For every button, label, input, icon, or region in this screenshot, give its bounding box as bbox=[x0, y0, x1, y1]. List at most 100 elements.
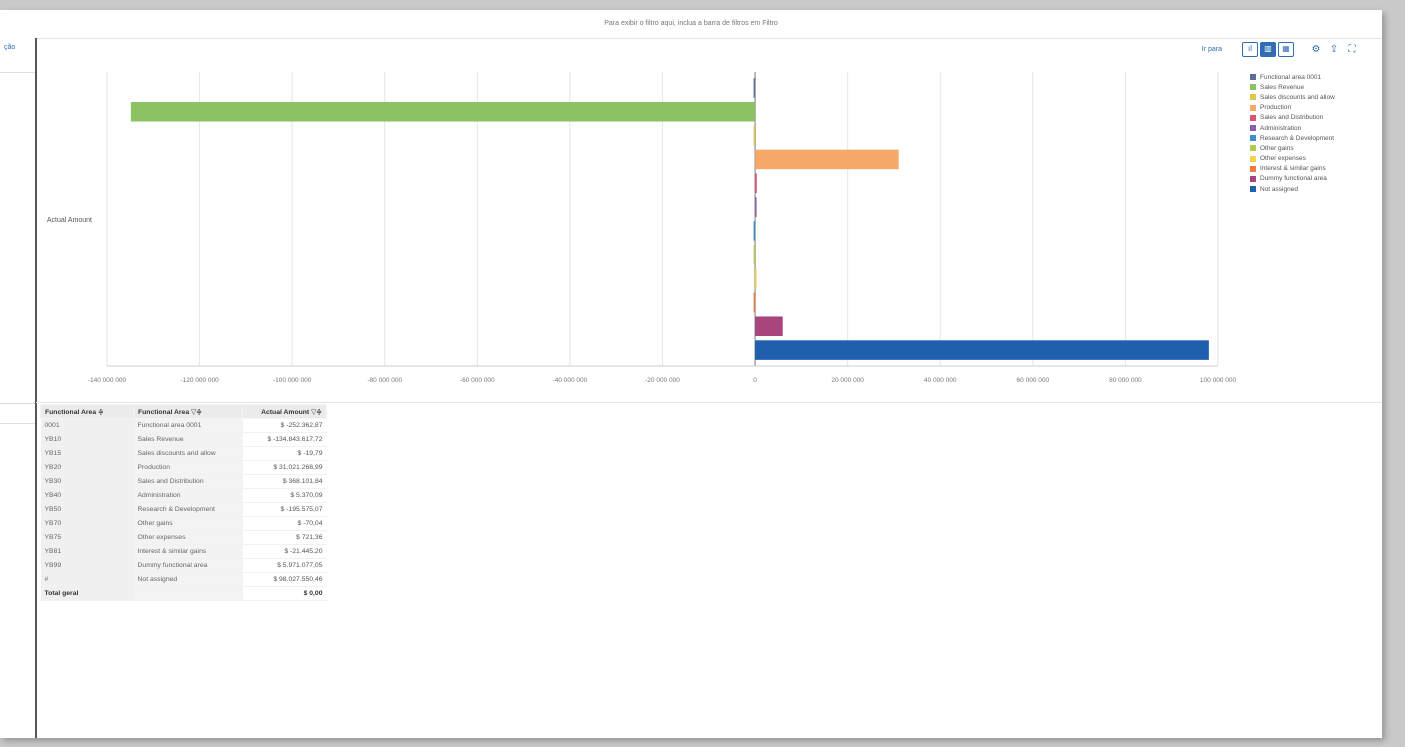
legend-label: Production bbox=[1260, 104, 1292, 112]
legend-swatch bbox=[1250, 84, 1256, 91]
table-row[interactable]: YB20 Production $ 31.021.268,99 bbox=[40, 460, 327, 475]
table-row[interactable]: YB50 Research & Development $ -195.575,07 bbox=[40, 502, 327, 517]
bar-functional-area-0001 bbox=[753, 78, 756, 98]
legend-item[interactable]: Functional area 0001 bbox=[1250, 72, 1380, 82]
cell-code: YB30 bbox=[40, 474, 134, 489]
table-row[interactable]: YB70 Other gains $ -70,04 bbox=[40, 516, 327, 531]
cell-amount: $ -195.575,07 bbox=[242, 502, 327, 517]
total-empty-cell bbox=[133, 586, 243, 601]
chart-view-icon[interactable]: ıl bbox=[1242, 41, 1258, 57]
legend-swatch bbox=[1250, 74, 1256, 81]
bar-other-gains bbox=[753, 244, 756, 265]
cell-description: Sales Revenue bbox=[133, 432, 243, 447]
cell-description: Sales discounts and allow bbox=[133, 446, 243, 461]
cell-description: Administration bbox=[133, 488, 243, 503]
table-row[interactable]: YB30 Sales and Distribution $ 368.101,84 bbox=[40, 474, 327, 489]
cell-amount: $ 5.971.077,05 bbox=[242, 558, 327, 573]
bar-not-assigned bbox=[755, 340, 1209, 360]
header-functional-area-code[interactable]: Functional Area ≑ bbox=[40, 404, 134, 419]
legend-label: Dummy functional area bbox=[1260, 175, 1327, 183]
legend-swatch bbox=[1250, 104, 1256, 111]
data-table: Functional Area ≑ Functional Area ▽≑ Act… bbox=[40, 404, 327, 601]
bar-administration bbox=[755, 197, 757, 217]
cell-code: YB15 bbox=[40, 446, 134, 461]
table-view-icon[interactable]: ▦ bbox=[1278, 41, 1294, 57]
filter-bar-hint: Para exibir o filtro aqui, inclua a barr… bbox=[0, 10, 1382, 39]
cell-amount: $ 31.021.268,99 bbox=[242, 460, 327, 475]
x-tick-label: 0 bbox=[753, 377, 757, 384]
table-row[interactable]: YB81 Interest & similar gains $ -21.445,20 bbox=[40, 544, 327, 559]
x-tick-label: 20 000 000 bbox=[831, 377, 864, 384]
report-frame: Para exibir o filtro aqui, inclua a barr… bbox=[0, 10, 1382, 738]
left-navigation-panel: ção bbox=[0, 38, 37, 738]
cell-code: YB99 bbox=[40, 558, 134, 573]
legend-label: Sales and Distribution bbox=[1260, 114, 1324, 122]
cell-description: Other expenses bbox=[133, 530, 243, 545]
x-tick-label: 100 000 000 bbox=[1200, 377, 1237, 384]
left-panel-tab[interactable]: ção bbox=[4, 44, 16, 51]
bar-production bbox=[755, 149, 899, 170]
goto-link[interactable]: Ir para bbox=[1201, 45, 1222, 53]
legend-label: Sales discounts and allow bbox=[1260, 93, 1335, 101]
x-tick-label: -40 000 000 bbox=[553, 377, 588, 384]
x-tick-label: -80 000 000 bbox=[367, 377, 402, 384]
cell-description: Sales and Distribution bbox=[133, 474, 243, 489]
table-row[interactable]: YB10 Sales Revenue $ -134.843.617,72 bbox=[40, 432, 327, 447]
header-actual-amount[interactable]: Actual Amount ▽≑ bbox=[242, 404, 327, 419]
legend-item[interactable]: Other gains bbox=[1250, 143, 1380, 153]
cell-description: Other gains bbox=[133, 516, 243, 531]
legend-item[interactable]: Production bbox=[1250, 103, 1380, 113]
table-row[interactable]: YB15 Sales discounts and allow $ -19,79 bbox=[40, 446, 327, 461]
bar-sales-revenue bbox=[130, 101, 756, 122]
cell-code: YB40 bbox=[40, 488, 134, 503]
legend-item[interactable]: Interest & similar gains bbox=[1250, 164, 1380, 174]
legend-item[interactable]: Dummy functional area bbox=[1250, 174, 1380, 184]
bar-chart: -140 000 000 -120 000 000 -100 000 000 -80 … bbox=[47, 72, 1237, 384]
legend-label: Functional area 0001 bbox=[1260, 73, 1322, 81]
legend-item[interactable]: Sales and Distribution bbox=[1250, 113, 1380, 123]
cell-description: Production bbox=[133, 460, 243, 475]
legend-item[interactable]: Other expenses bbox=[1250, 154, 1380, 164]
x-tick-label: 80 000 000 bbox=[1109, 377, 1142, 384]
table-row[interactable]: YB75 Other expenses $ 721,36 bbox=[40, 530, 327, 545]
chart-table-view-icon[interactable]: ▥ bbox=[1260, 41, 1276, 57]
cell-description: Not assigned bbox=[133, 572, 243, 587]
table-row[interactable]: 0001 Functional area 0001 $ -252.362,87 bbox=[40, 418, 327, 433]
legend-swatch bbox=[1250, 186, 1256, 193]
cell-amount: $ 368.101,84 bbox=[242, 474, 327, 489]
bar-dummy-functional-area bbox=[755, 316, 783, 337]
table-row[interactable]: YB40 Administration $ 5.370,09 bbox=[40, 488, 327, 503]
legend-label: Not assigned bbox=[1260, 185, 1298, 193]
legend-swatch bbox=[1250, 155, 1256, 162]
legend-item[interactable]: Research & Development bbox=[1250, 133, 1380, 143]
header-functional-area-desc[interactable]: Functional Area ▽≑ bbox=[133, 404, 243, 419]
table-row[interactable]: # Not assigned $ 98.027.550,46 bbox=[40, 572, 327, 587]
legend-item[interactable]: Not assigned bbox=[1250, 184, 1380, 194]
view-mode-group: ıl ▥ ▦ bbox=[1242, 41, 1294, 57]
legend-label: Other gains bbox=[1260, 144, 1294, 152]
cell-code: YB20 bbox=[40, 460, 134, 475]
settings-icon[interactable]: ⚙ bbox=[1311, 43, 1321, 55]
cell-amount: $ -252.362,87 bbox=[242, 418, 327, 433]
table-row[interactable]: YB99 Dummy functional area $ 5.971.077,05 bbox=[40, 558, 327, 573]
cell-code: YB81 bbox=[40, 544, 134, 559]
x-tick-label: -140 000 000 bbox=[88, 377, 127, 384]
cell-code: YB50 bbox=[40, 502, 134, 517]
legend-item[interactable]: Sales Revenue bbox=[1250, 82, 1380, 92]
bar-interest-similar-gains bbox=[753, 292, 756, 313]
cell-description: Interest & similar gains bbox=[133, 544, 243, 559]
cell-description: Research & Development bbox=[133, 502, 243, 517]
legend-swatch bbox=[1250, 135, 1256, 142]
export-icon[interactable]: ⇪ bbox=[1329, 43, 1339, 55]
legend-item[interactable]: Sales discounts and allow bbox=[1250, 92, 1380, 102]
legend-swatch bbox=[1250, 175, 1256, 182]
x-tick-label: 40 000 000 bbox=[924, 377, 957, 384]
legend-item[interactable]: Administration bbox=[1250, 123, 1380, 133]
cell-amount: $ -70,04 bbox=[242, 516, 327, 531]
legend-swatch bbox=[1250, 165, 1256, 172]
fullscreen-icon[interactable]: ⛶ bbox=[1348, 43, 1356, 55]
legend-label: Administration bbox=[1260, 124, 1302, 132]
cell-amount: $ -21.445,20 bbox=[242, 544, 327, 559]
legend-label: Sales Revenue bbox=[1260, 83, 1305, 91]
cell-amount: $ 5.370,09 bbox=[242, 488, 327, 503]
